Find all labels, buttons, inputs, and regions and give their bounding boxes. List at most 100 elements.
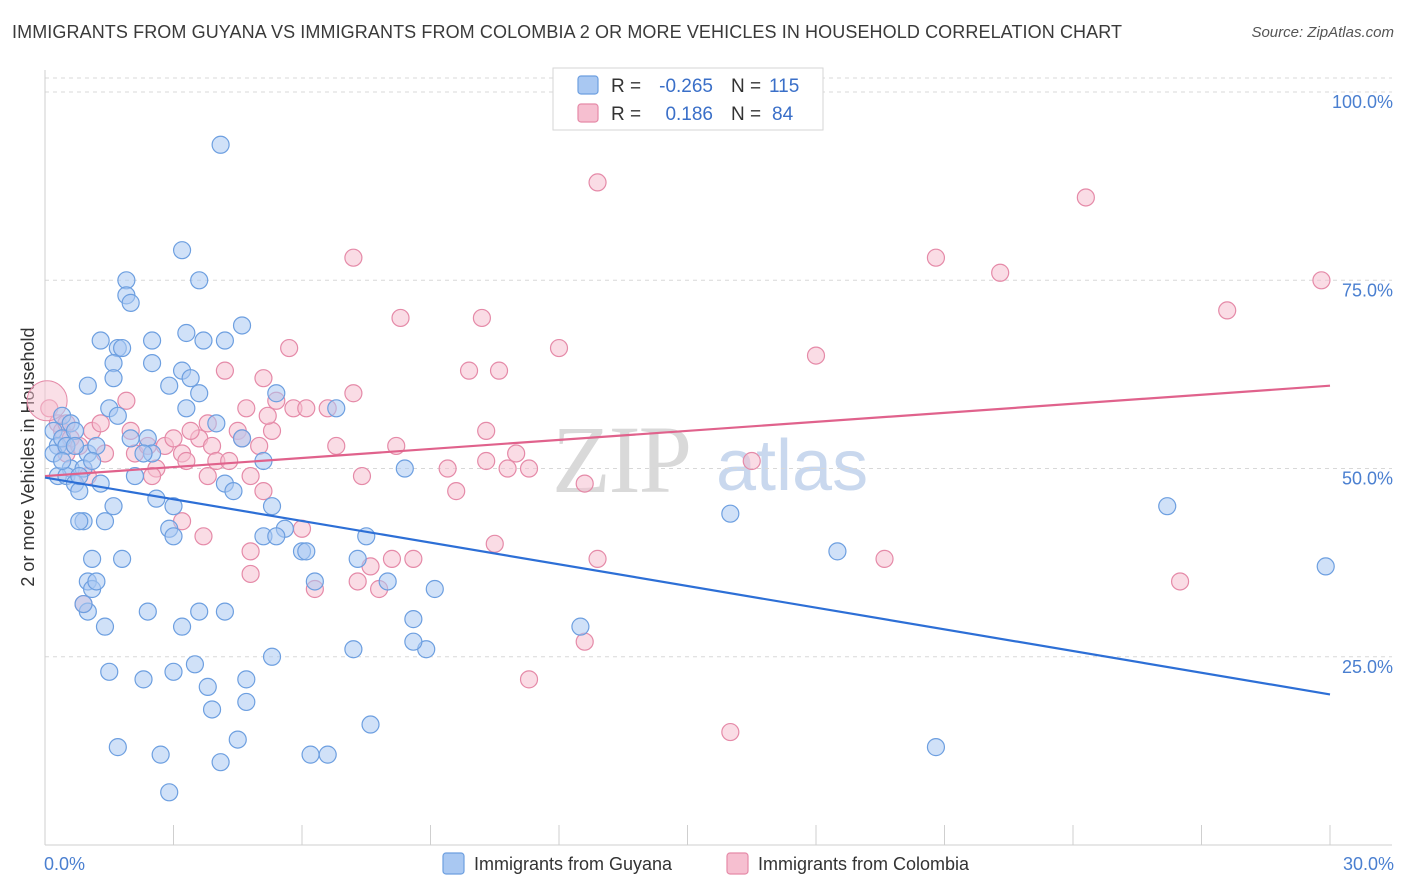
guyana-point-104 — [404, 610, 423, 629]
colombia-point-70 — [194, 527, 213, 546]
guyana-point-110 — [721, 504, 740, 523]
guyana-point-83 — [267, 384, 286, 403]
guyana-point-84 — [78, 376, 97, 395]
colombia-point-60 — [549, 338, 569, 358]
guyana-point-16 — [65, 436, 85, 456]
watermark: ZIP atlas — [552, 406, 868, 513]
colombia-point-30 — [262, 421, 282, 440]
guyana-point-87 — [207, 414, 226, 433]
guyana-point-32 — [95, 512, 115, 531]
guyana-point-108 — [262, 647, 282, 666]
guyana-point-97 — [297, 542, 316, 561]
guyana-point-48 — [134, 670, 153, 689]
series-legend: Immigrants from Guyana Immigrants from C… — [442, 852, 970, 875]
guyana-point-67 — [121, 293, 140, 312]
guyana-point-88 — [232, 429, 252, 448]
guyana-point-34 — [164, 527, 183, 546]
guyana-point-46 — [215, 602, 234, 621]
guyana-point-17 — [83, 451, 102, 471]
colombia-point-64 — [588, 549, 607, 568]
colombia-point-39 — [297, 399, 316, 418]
y-tick-label-25: 25.0% — [1342, 657, 1393, 677]
guyana-point-106 — [404, 632, 423, 651]
legend-r-label-colombia: R = — [611, 104, 641, 125]
guyana-point-18 — [53, 451, 72, 471]
colombia-point-74 — [519, 670, 539, 689]
colombia-point-82 — [1170, 572, 1190, 591]
guyana-point-80 — [104, 369, 123, 388]
colombia-point-36 — [215, 361, 234, 380]
guyana-point-79 — [181, 369, 200, 388]
y-tick-label-75: 75.0% — [1342, 280, 1393, 300]
colombia-point-55 — [477, 421, 496, 440]
colombia-point-29 — [254, 482, 273, 501]
guyana-point-99 — [348, 549, 367, 568]
legend-r-label-guyana: R = — [611, 76, 641, 97]
guyana-point-56 — [211, 753, 230, 772]
correlation-legend: R = -0.265 N = 115 R = 0.186 N = 84 — [552, 67, 824, 131]
guyana-point-115 — [327, 399, 346, 418]
colombia-point-61 — [575, 474, 594, 493]
bottom-legend-label-guyana: Immigrants from Guyana — [474, 854, 673, 874]
guyana-point-116 — [211, 135, 230, 154]
colombia-point-69 — [241, 542, 260, 561]
colombia-point-80 — [991, 263, 1010, 282]
colombia-point-59 — [485, 534, 504, 553]
guyana-point-113 — [1158, 497, 1177, 516]
legend-n-value-guyana: 115 — [769, 76, 799, 97]
guyana-point-91 — [224, 482, 243, 501]
trend-line-colombia — [44, 384, 1331, 478]
guyana-point-45 — [190, 602, 209, 621]
x-tick-label-max: 30.0% — [1343, 854, 1394, 874]
guyana-point-61 — [318, 745, 337, 764]
guyana-point-31 — [70, 512, 89, 531]
y-tick-labels: 25.0% 50.0% 75.0% 100.0% — [1332, 92, 1393, 677]
colombia-point-10 — [117, 391, 136, 410]
guyana-point-81 — [160, 376, 179, 395]
colombia-point-37 — [254, 369, 273, 388]
guyana-point-58 — [108, 738, 127, 757]
guyana-point-63 — [172, 241, 192, 260]
guyana-point-36 — [112, 549, 132, 568]
guyana-point-71 — [215, 331, 234, 350]
colombia-point-49 — [391, 308, 410, 328]
guyana-point-92 — [262, 497, 282, 516]
guyana-point-95 — [267, 527, 286, 546]
guyana-point-43 — [95, 617, 115, 636]
colombia-point-58 — [519, 459, 539, 478]
guyana-point-101 — [395, 459, 414, 478]
guyana-point-54 — [237, 670, 256, 689]
guyana-point-86 — [134, 444, 153, 463]
guyana-point-74 — [112, 338, 132, 358]
guyana-point-26 — [125, 466, 145, 486]
guyana-point-29 — [104, 497, 123, 516]
guyana-point-27 — [147, 489, 166, 508]
guyana-point-75 — [142, 331, 162, 350]
colombia-point-54 — [489, 361, 509, 380]
guyana-point-59 — [160, 783, 179, 802]
guyana-point-51 — [198, 677, 217, 696]
colombia-point-21 — [202, 436, 222, 456]
x-tick-marks — [44, 825, 1331, 845]
guyana-point-22 — [108, 406, 127, 425]
series-guyana-points — [44, 135, 1335, 802]
trend-lines — [44, 384, 1331, 696]
guyana-point-77 — [142, 354, 162, 373]
bottom-legend-swatch-guyana — [442, 852, 465, 875]
guyana-point-82 — [190, 384, 209, 403]
x-tick-label-min: 0.0% — [44, 854, 85, 874]
guyana-point-52 — [202, 700, 222, 719]
colombia-point-66 — [280, 338, 299, 358]
trend-line-guyana — [44, 476, 1331, 696]
guyana-point-24 — [138, 429, 157, 448]
colombia-point-35 — [198, 466, 217, 486]
legend-n-label-colombia: N = — [731, 104, 761, 125]
guyana-point-109 — [571, 617, 590, 636]
guyana-point-107 — [344, 640, 363, 659]
colombia-point-68 — [241, 564, 260, 584]
guyana-point-64 — [190, 271, 209, 290]
colombia-point-15 — [142, 466, 162, 486]
colombia-point-57 — [507, 444, 526, 463]
colombia-point-75 — [721, 722, 740, 742]
colombia-point-76 — [742, 451, 761, 471]
